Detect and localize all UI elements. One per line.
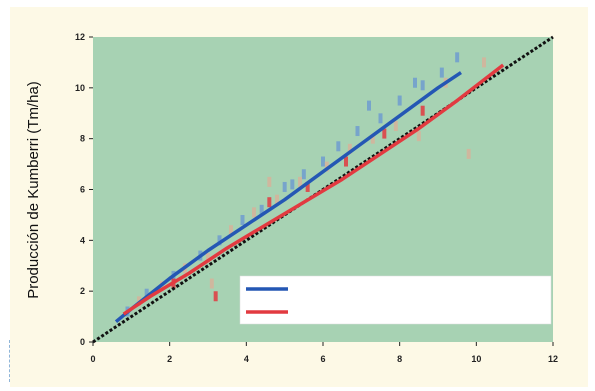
legend-box (239, 275, 552, 325)
data-point (420, 105, 425, 116)
data-point (466, 148, 471, 159)
data-point (344, 156, 348, 167)
y-tick-label: 10 (75, 83, 85, 93)
y-tick-label: 8 (80, 134, 85, 144)
data-point (321, 156, 325, 167)
data-point (347, 143, 352, 154)
x-tick-label: 10 (471, 354, 481, 364)
data-point (355, 126, 360, 137)
data-point (213, 291, 218, 302)
data-point (259, 204, 264, 215)
data-point (416, 131, 421, 142)
y-ticks: 0 2 4 6 8 10 12 (75, 32, 93, 347)
y-tick-label: 0 (80, 337, 85, 347)
x-tick-label: 6 (320, 354, 325, 364)
data-point (482, 57, 486, 68)
y-tick-label: 6 (80, 185, 85, 195)
data-point (301, 169, 306, 180)
x-tick-label: 12 (548, 354, 558, 364)
data-point (282, 181, 287, 192)
series-lines (114, 63, 505, 324)
data-point (298, 176, 302, 187)
data-point (217, 235, 222, 246)
x-tick-label: 0 (90, 354, 95, 364)
x-tick-label: 2 (167, 354, 172, 364)
data-point (367, 100, 371, 111)
data-point (290, 179, 295, 190)
y-tick-label: 12 (75, 32, 85, 42)
data-point (305, 181, 310, 192)
x-ticks: 0 2 4 6 8 10 12 (90, 342, 558, 364)
y-axis-label: Producción de Kumberri (Tm/ha) (25, 81, 42, 299)
data-point (275, 194, 279, 205)
series-line (114, 71, 462, 324)
data-point (455, 52, 460, 63)
data-point (382, 128, 387, 139)
y-tick-label: 4 (80, 235, 85, 245)
frame-edge (9, 340, 12, 382)
data-point (206, 253, 210, 264)
data-point (144, 288, 149, 299)
data-point (324, 161, 329, 172)
data-point (420, 80, 425, 91)
data-point (336, 141, 341, 152)
x-tick-label: 8 (397, 354, 402, 364)
y-tick-label: 2 (80, 286, 85, 296)
data-point (439, 67, 444, 78)
data-point (267, 197, 272, 208)
data-point (397, 95, 402, 106)
series-line (122, 63, 505, 316)
legend (239, 275, 552, 325)
data-point (393, 120, 398, 131)
data-point (229, 225, 233, 236)
data-point (370, 133, 375, 144)
data-point (252, 207, 256, 218)
data-point (240, 215, 245, 225)
data-point (378, 113, 383, 124)
data-point (209, 278, 214, 289)
data-point (267, 176, 272, 187)
x-tick-label: 4 (244, 354, 249, 364)
data-point (413, 77, 417, 88)
